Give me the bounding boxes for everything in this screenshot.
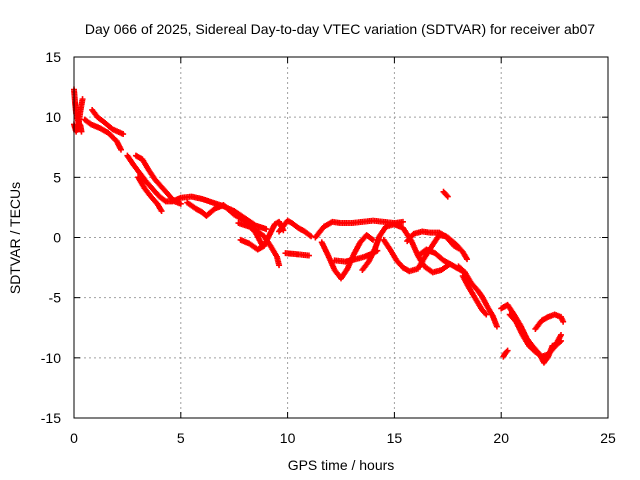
data-point [263, 226, 270, 233]
y-axis-label: SDTVAR / TECUs [7, 182, 23, 294]
grid-lines [74, 57, 608, 418]
y-tick-label: 10 [45, 109, 61, 125]
data-point [79, 96, 86, 103]
data-point [308, 233, 315, 240]
y-tick-label: -15 [41, 410, 61, 426]
data-point [483, 311, 490, 318]
y-tick-label: -10 [41, 350, 61, 366]
x-tick-label: 15 [387, 430, 403, 446]
data-point [560, 318, 567, 325]
data-point [370, 236, 377, 243]
data-point [276, 262, 283, 269]
data-point [464, 256, 471, 263]
data-points [71, 86, 567, 366]
data-point [558, 331, 565, 338]
data-point [305, 252, 312, 259]
chart-title: Day 066 of 2025, Sidereal Day-to-day VTE… [85, 21, 595, 37]
x-tick-label: 20 [493, 430, 509, 446]
data-point [117, 146, 124, 153]
x-tick-label: 10 [280, 430, 296, 446]
data-point [493, 323, 500, 330]
y-tick-label: 15 [45, 49, 61, 65]
data-point [158, 208, 165, 215]
y-tick-label: -5 [49, 290, 62, 306]
x-axis-label: GPS time / hours [288, 457, 395, 473]
y-tick-label: 0 [53, 230, 61, 246]
data-point [399, 218, 406, 225]
data-point [120, 131, 127, 138]
data-point [504, 347, 511, 354]
plot-border [73, 56, 609, 419]
data-point [444, 193, 451, 200]
x-tick-label: 0 [70, 430, 78, 446]
data-point [78, 128, 85, 135]
data-point [177, 200, 184, 207]
x-tick-label: 5 [177, 430, 185, 446]
y-tick-label: 5 [53, 169, 61, 185]
tick-labels: 0 5 10 15 20 25 -15 -10 -5 0 5 10 15 [41, 49, 616, 446]
x-tick-label: 25 [600, 430, 616, 446]
